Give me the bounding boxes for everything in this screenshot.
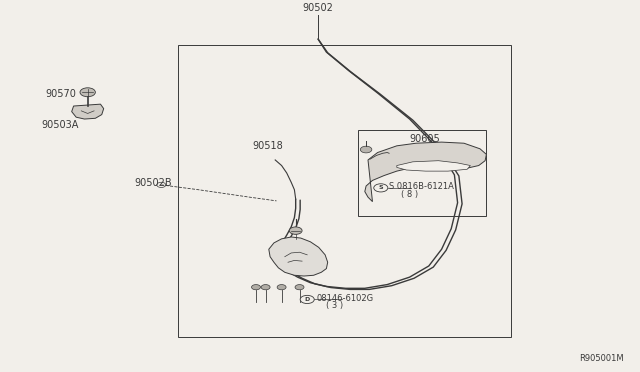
Text: 90503A: 90503A — [42, 120, 79, 129]
Circle shape — [295, 285, 304, 290]
Circle shape — [360, 146, 372, 153]
Text: S: S — [378, 185, 383, 190]
Polygon shape — [269, 237, 328, 276]
Bar — [358, 130, 486, 216]
Text: 08146-6102G: 08146-6102G — [317, 294, 374, 303]
Text: ( 3 ): ( 3 ) — [326, 301, 344, 310]
Text: D: D — [305, 297, 310, 302]
Text: 90605: 90605 — [410, 135, 440, 144]
Text: 90502B: 90502B — [134, 178, 172, 188]
Bar — [178, 45, 511, 337]
Circle shape — [261, 285, 270, 290]
Text: 90570: 90570 — [45, 89, 76, 99]
Polygon shape — [397, 161, 470, 171]
Text: ( 8 ): ( 8 ) — [401, 190, 418, 199]
Circle shape — [80, 88, 95, 97]
Circle shape — [289, 227, 302, 234]
Circle shape — [252, 285, 260, 290]
Text: 90518: 90518 — [253, 141, 284, 151]
Text: S 0816B-6121A: S 0816B-6121A — [389, 182, 454, 191]
Polygon shape — [365, 142, 486, 202]
Polygon shape — [72, 104, 104, 119]
Circle shape — [277, 285, 286, 290]
Text: 90502: 90502 — [303, 3, 333, 13]
Circle shape — [374, 184, 388, 192]
Text: R905001M: R905001M — [579, 354, 624, 363]
Circle shape — [300, 295, 314, 304]
